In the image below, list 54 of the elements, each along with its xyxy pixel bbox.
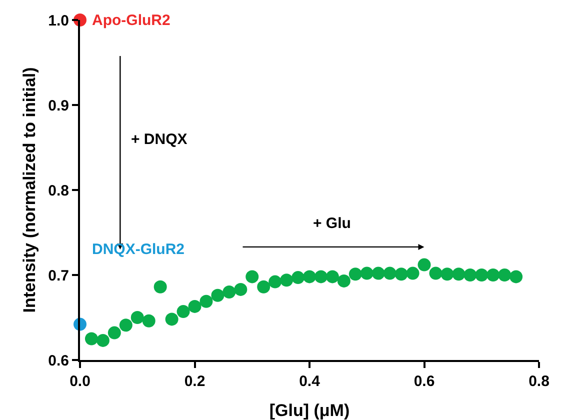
point bbox=[165, 312, 178, 326]
point bbox=[326, 270, 339, 284]
y-tick-label: 1.0 bbox=[48, 12, 69, 30]
point bbox=[440, 268, 454, 281]
point bbox=[211, 288, 224, 302]
point bbox=[498, 268, 512, 282]
point bbox=[176, 305, 190, 318]
point bbox=[234, 282, 248, 296]
point bbox=[292, 271, 305, 284]
x-tick-label: 0.6 bbox=[414, 373, 435, 390]
x-tick-label: 0.4 bbox=[299, 373, 321, 390]
annotation: + Glu bbox=[313, 215, 351, 232]
x-tick-label: 0.8 bbox=[528, 373, 550, 390]
point bbox=[337, 274, 350, 288]
x-axis-title: [Glu] (μM) bbox=[269, 401, 350, 420]
point bbox=[452, 268, 466, 281]
point bbox=[372, 266, 385, 280]
y-tick-label: 0.8 bbox=[48, 182, 69, 200]
point bbox=[510, 270, 523, 284]
point bbox=[246, 270, 259, 284]
point bbox=[429, 266, 442, 280]
point bbox=[154, 280, 167, 294]
point bbox=[348, 268, 362, 281]
point bbox=[475, 268, 488, 282]
point bbox=[96, 334, 110, 347]
point bbox=[108, 326, 121, 340]
point bbox=[142, 314, 156, 328]
point bbox=[394, 268, 408, 281]
point bbox=[119, 318, 132, 332]
point bbox=[360, 266, 374, 280]
x-tick-label: 0.0 bbox=[70, 373, 90, 390]
point bbox=[280, 274, 294, 287]
point bbox=[418, 258, 431, 272]
point bbox=[486, 268, 500, 282]
point bbox=[257, 280, 270, 294]
point bbox=[406, 266, 420, 280]
point bbox=[130, 311, 144, 324]
y-axis-title: Intensity (normalized to initial) bbox=[20, 67, 39, 313]
point bbox=[84, 332, 98, 346]
text: DNQX-GluR2 bbox=[92, 241, 185, 258]
point bbox=[188, 300, 202, 313]
annotation: + DNQX bbox=[131, 131, 188, 148]
point bbox=[464, 268, 477, 282]
y-tick-label: 0.9 bbox=[48, 97, 69, 114]
point bbox=[200, 294, 213, 308]
point bbox=[222, 286, 236, 298]
point bbox=[268, 275, 282, 288]
point bbox=[303, 270, 316, 284]
series-label: Apo-GluR2 bbox=[92, 12, 170, 29]
point bbox=[314, 270, 328, 284]
x-tick-label: 0.2 bbox=[184, 373, 206, 390]
y-tick-label: 0.7 bbox=[48, 267, 69, 284]
y-tick-label: 0.6 bbox=[48, 352, 69, 370]
point bbox=[383, 266, 396, 280]
